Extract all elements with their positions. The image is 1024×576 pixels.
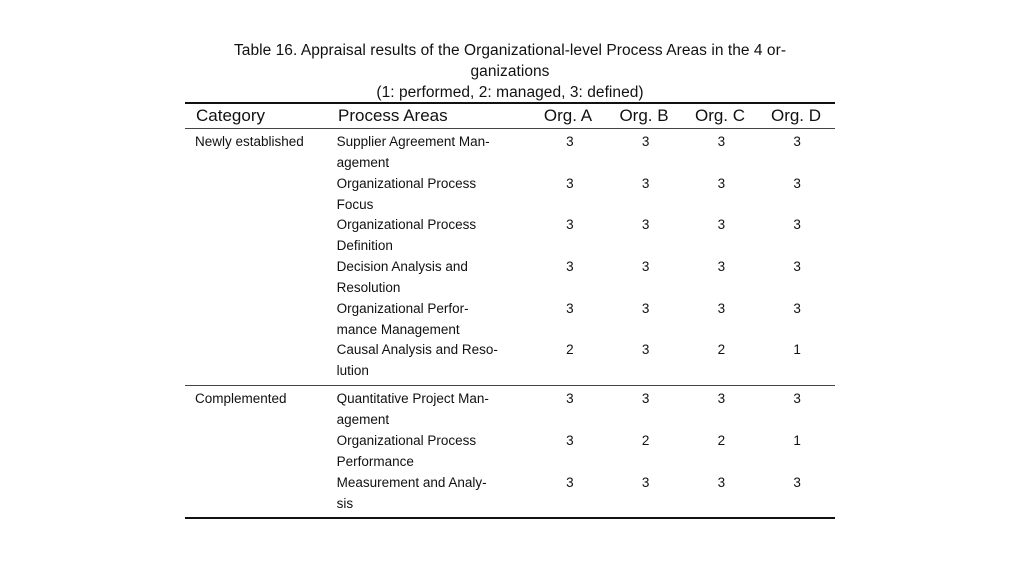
header-rule (185, 128, 835, 129)
table-row: Newly established Supplier Agreement Man-… (185, 131, 835, 173)
process-area-line: Decision Analysis and (336, 259, 468, 275)
group-divider-rule (185, 385, 835, 387)
org-d-value: 3 (793, 474, 801, 490)
table-header-row: Category Process Areas Org. A Org. B Org… (185, 104, 835, 128)
org-a-value: 3 (566, 175, 574, 191)
process-area-cell: Supplier Agreement Man-agement (326, 131, 529, 173)
org-c-value: 3 (717, 259, 726, 275)
category-cell: Newly established (195, 134, 304, 149)
process-area-line: Organizational Process (336, 175, 477, 191)
category-group: Newly established Supplier Agreement Man-… (185, 129, 835, 385)
org-d-value: 1 (793, 432, 801, 448)
org-b-value: 3 (641, 217, 650, 233)
org-b-value: 3 (641, 391, 650, 407)
process-area-line: Organizational Process (336, 432, 477, 448)
header-org-a: Org. A (543, 106, 593, 125)
org-b-value: 2 (641, 432, 650, 448)
table-row: Measurement and Analy-sis 3 3 3 3 (185, 472, 835, 514)
header-org-d: Org. D (770, 106, 822, 125)
table-row: Organizational Process Performance 3 2 2 1 (185, 430, 835, 472)
process-area-line: Measurement and Analy- (336, 474, 487, 490)
org-b-value: 3 (641, 134, 650, 149)
org-c-value: 3 (717, 175, 726, 191)
process-area-cell: Organizational Process Performance (326, 430, 529, 472)
org-a-value: 3 (566, 474, 574, 490)
table-row: Complemented Quantitative Project Man-age… (185, 388, 835, 430)
table-row: Organizational Process Definition 3 3 3 3 (185, 214, 835, 256)
process-area-cell: Quantitative Project Man-agement (326, 388, 529, 430)
org-a-value: 3 (566, 259, 574, 275)
org-d-value: 1 (793, 342, 801, 358)
process-area-cell: Measurement and Analy-sis (326, 472, 529, 514)
process-area-cell: Causal Analysis and Reso-lution (326, 339, 529, 381)
caption-line-3: (1: performed, 2: managed, 3: defined) (376, 84, 644, 101)
org-a-value: 3 (566, 300, 574, 316)
org-b-value: 3 (641, 175, 650, 191)
org-c-value: 2 (717, 432, 726, 448)
caption-line-1: Table 16. Appraisal results of the Organ… (233, 42, 787, 59)
org-b-value: 3 (641, 300, 650, 316)
caption-line-2: ganizations (470, 63, 550, 80)
header-category: Category (196, 106, 265, 125)
process-area-line: mance Management (336, 321, 460, 337)
process-area-line: Causal Analysis and Reso- (336, 342, 498, 358)
process-area-line: lution (336, 363, 369, 379)
process-area-line: agement (336, 155, 390, 170)
process-area-line: Focus (336, 196, 374, 212)
org-c-value: 3 (717, 300, 726, 316)
org-c-value: 3 (717, 391, 726, 407)
org-b-value: 3 (641, 342, 650, 358)
org-a-value: 2 (566, 342, 574, 358)
header-org-b: Org. B (619, 106, 669, 125)
process-area-cell: Organizational Perfor-mance Management (326, 298, 529, 340)
table-row: Organizational Perfor-mance Management 3 3… (185, 298, 835, 340)
process-area-cell: Decision Analysis and Resolution (326, 256, 529, 298)
category-cell: Complemented (195, 391, 287, 407)
table-row: Organizational Process Focus 3 3 3 3 (185, 173, 835, 215)
org-d-value: 3 (793, 259, 801, 275)
table-top-rule (185, 102, 835, 104)
process-area-line: Performance (336, 453, 414, 469)
org-b-value: 3 (641, 259, 650, 275)
table-body: Newly established Supplier Agreement Man-… (185, 129, 835, 517)
org-c-value: 2 (717, 342, 726, 358)
process-area-line: Supplier Agreement Man- (336, 134, 490, 149)
org-b-value: 3 (641, 474, 650, 490)
org-c-value: 3 (717, 217, 726, 233)
org-d-value: 3 (793, 175, 801, 191)
process-area-cell: Organizational Process Focus (326, 173, 529, 215)
table-caption: Table 16. Appraisal results of the Organ… (185, 40, 835, 103)
org-a-value: 3 (566, 134, 574, 149)
org-a-value: 3 (566, 217, 574, 233)
table-row: Decision Analysis and Resolution 3 3 3 3 (185, 256, 835, 298)
process-area-line: Quantitative Project Man- (336, 391, 489, 407)
org-c-value: 3 (717, 134, 726, 149)
org-d-value: 3 (793, 300, 801, 316)
process-area-line: Organizational Perfor- (336, 300, 469, 316)
process-area-line: Organizational Process (336, 217, 477, 233)
process-area-line: Definition (336, 238, 393, 254)
org-a-value: 3 (566, 432, 574, 448)
org-d-value: 3 (793, 217, 801, 233)
org-d-value: 3 (793, 391, 801, 407)
table-row: Causal Analysis and Reso-lution 2 3 2 1 (185, 339, 835, 381)
process-area-line: sis (336, 495, 354, 511)
org-d-value: 3 (793, 134, 801, 149)
header-org-c: Org. C (694, 106, 746, 125)
category-group: Complemented Quantitative Project Man-age… (185, 386, 835, 517)
header-process-areas: Process Areas (338, 106, 448, 125)
process-area-line: agement (336, 412, 390, 428)
org-a-value: 3 (566, 391, 574, 407)
appraisal-table: Category Process Areas Org. A Org. B Org… (185, 102, 835, 520)
process-area-line: Resolution (336, 280, 401, 296)
table-bottom-rule (185, 517, 835, 520)
org-c-value: 3 (717, 474, 726, 490)
process-area-cell: Organizational Process Definition (326, 214, 529, 256)
